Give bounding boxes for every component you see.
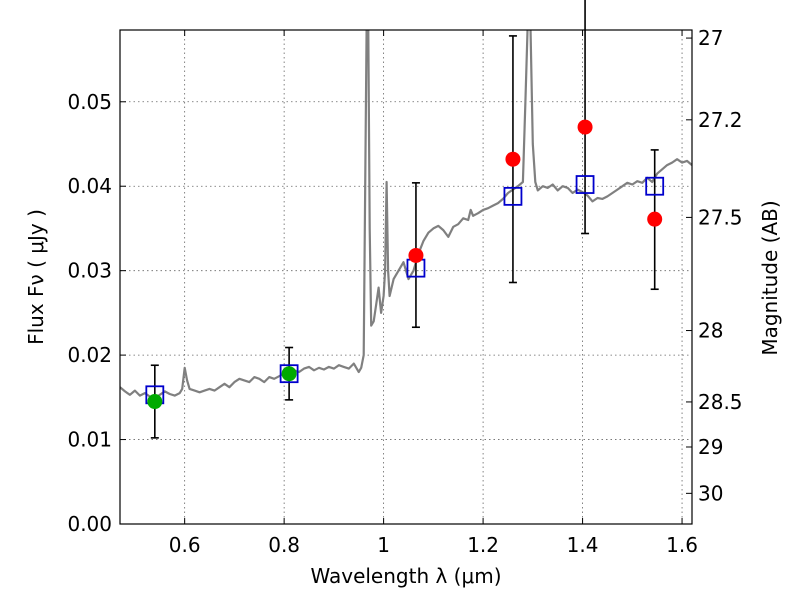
observed-optical-point: [147, 394, 163, 410]
observed-nir-point: [647, 211, 663, 227]
y-axis-title: Flux Fν ( μJy ): [24, 209, 48, 345]
x-tick-label: 1: [377, 533, 390, 557]
spectrum-line: [120, 30, 692, 400]
right-tick-label: 28.5: [698, 390, 743, 414]
right-tick-label: 27.2: [698, 108, 743, 132]
plot-frame: [119, 29, 693, 525]
y-tick-label: 0.02: [67, 343, 112, 367]
x-axis-title: Wavelength λ (μm): [310, 564, 501, 588]
right-tick-label: 29: [698, 435, 723, 459]
right-tick-label: 27: [698, 26, 723, 50]
y-tick-label: 0.00: [67, 512, 112, 536]
right-tick-label: 30: [698, 481, 723, 505]
observed-nir-point: [577, 119, 593, 135]
x-tick-label: 1.2: [467, 533, 499, 557]
x-tick-label: 1.6: [666, 533, 698, 557]
y-tick-label: 0.04: [67, 174, 112, 198]
model-photometry-square: [575, 175, 595, 194]
x-tick-label: 1.4: [567, 533, 599, 557]
right-axis-title: Magnitude (AB): [758, 200, 782, 355]
spectrum-series: [120, 30, 692, 400]
x-tick-label: 0.6: [169, 533, 201, 557]
model-photometry-square: [645, 176, 665, 196]
model-photometry-square: [503, 186, 523, 206]
y-tick-label: 0.01: [67, 428, 112, 452]
model-photometry-square: [279, 364, 299, 384]
x-tick-label: 0.8: [268, 533, 300, 557]
observed-optical-point: [281, 366, 297, 382]
grid-lines: [120, 30, 692, 524]
y-tick-label: 0.05: [67, 90, 112, 114]
right-tick-label: 27.5: [698, 205, 743, 229]
axes: 0.6 0.8 1 1.2 1.4 1.6 0.00 0.01 0.02 0.03 0.04 0.05…: [67, 26, 742, 557]
observed-nir-point: [408, 247, 424, 263]
y-tick-label: 0.03: [67, 259, 112, 283]
right-tick-label: 28: [698, 319, 723, 343]
photometry-markers: [145, 119, 665, 410]
observed-nir-point: [505, 151, 521, 167]
